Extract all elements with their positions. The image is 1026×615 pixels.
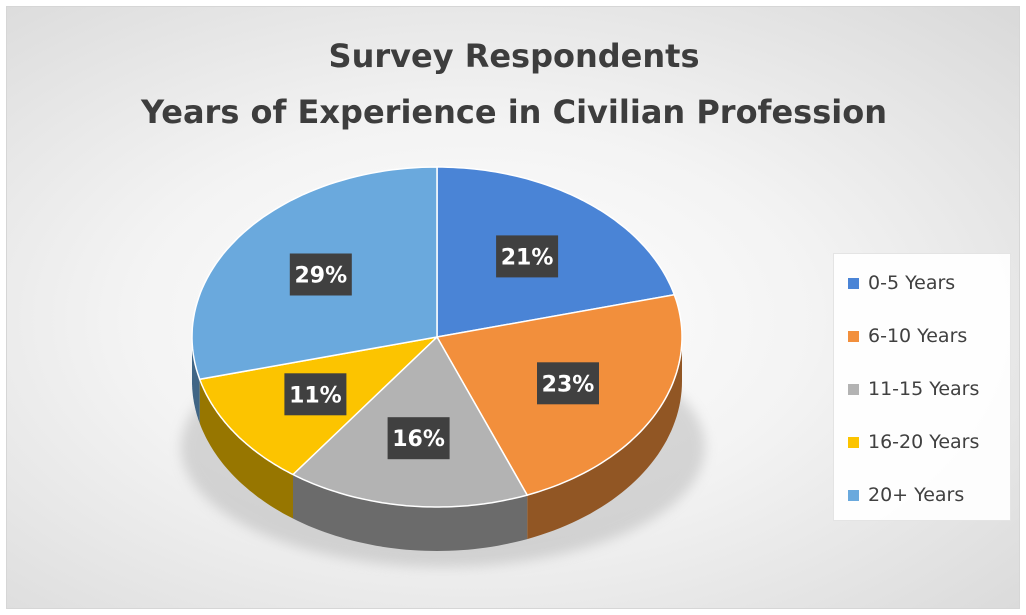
pie-side-1 (527, 337, 682, 540)
legend-swatch (848, 277, 859, 289)
pie-side-3 (199, 379, 293, 519)
legend-item-1: 6-10 Years (848, 323, 967, 349)
legend-label: 16-20 Years (868, 431, 980, 453)
legend-swatch (848, 330, 859, 342)
data-label-1: 23% (537, 362, 599, 405)
chart-area: Survey Respondents Years of Experience i… (6, 6, 1020, 609)
legend-label: 6-10 Years (868, 325, 968, 347)
chart-title-line-1: Survey Respondents (328, 37, 700, 75)
legend-label: 20+ Years (868, 484, 965, 506)
data-label-box (284, 373, 347, 416)
legend-label: 11-15 Years (868, 378, 980, 400)
data-label-3: 11% (284, 373, 347, 416)
legend-swatch (848, 489, 859, 501)
data-label-box (537, 362, 599, 405)
data-label-text: 21% (501, 245, 554, 270)
legend-label: 0-5 Years (868, 272, 956, 294)
legend-swatch (848, 383, 859, 395)
legend-item-3: 16-20 Years (848, 429, 979, 455)
legend-item-2: 11-15 Years (848, 376, 979, 402)
legend-item-4: 20+ Years (848, 482, 964, 508)
data-label-4: 29% (289, 253, 352, 296)
data-label-2: 16% (387, 417, 450, 460)
data-label-0: 21% (496, 235, 559, 278)
data-label-box (387, 417, 450, 460)
data-label-text: 29% (294, 264, 347, 289)
data-label-box (289, 253, 352, 296)
pie-data-labels: 21% 23% 16% 11% 29% (284, 235, 599, 460)
data-label-text: 16% (392, 427, 445, 452)
pie-chart: 21% 23% 16% 11% 29% (181, 166, 705, 567)
chart-title-line-2: Years of Experience in Civilian Professi… (141, 93, 887, 131)
legend: 0-5 Years 6-10 Years 11-15 Years 16-20 Year… (833, 253, 1011, 521)
pie-side-2 (293, 474, 528, 551)
data-label-box (496, 235, 559, 278)
legend-swatch (848, 436, 859, 448)
legend-item-0: 0-5 Years (848, 270, 955, 296)
data-label-text: 11% (289, 383, 342, 408)
data-label-text: 23% (542, 372, 595, 397)
